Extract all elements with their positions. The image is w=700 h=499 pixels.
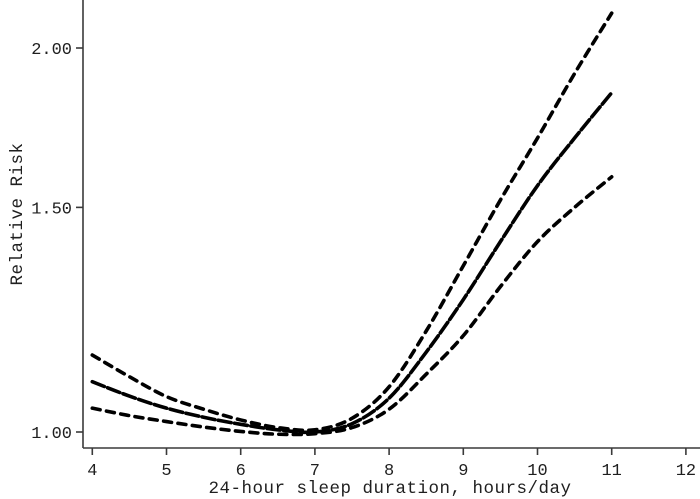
x-tick-label: 10: [527, 462, 547, 481]
series-point-estimate: [90, 90, 614, 435]
series-upper-confidence-limit: [90, 11, 614, 433]
y-tick-label: 1.50: [31, 200, 72, 219]
x-axis-title: 24-hour sleep duration, hours/day: [208, 479, 571, 499]
series-lower-confidence-limit: [90, 175, 614, 437]
x-tick-label: 6: [236, 462, 246, 481]
series-layer: [90, 11, 614, 437]
y-tick-label: 2.00: [31, 41, 72, 60]
axes-layer: 1.00 1.50 2.00 4 5 6 7 8 9 10 11 12: [31, 0, 700, 481]
x-tick-label: 5: [161, 462, 171, 481]
x-tick-label: 12: [676, 462, 696, 481]
x-tick-label: 8: [384, 462, 394, 481]
x-tick-label: 11: [601, 462, 621, 481]
y-tick-label: 1.00: [31, 425, 72, 444]
x-tick-label: 4: [87, 462, 97, 481]
y-axis-title: Relative Risk: [8, 142, 28, 285]
x-tick-label: 7: [310, 462, 320, 481]
x-tick-label: 9: [458, 462, 468, 481]
